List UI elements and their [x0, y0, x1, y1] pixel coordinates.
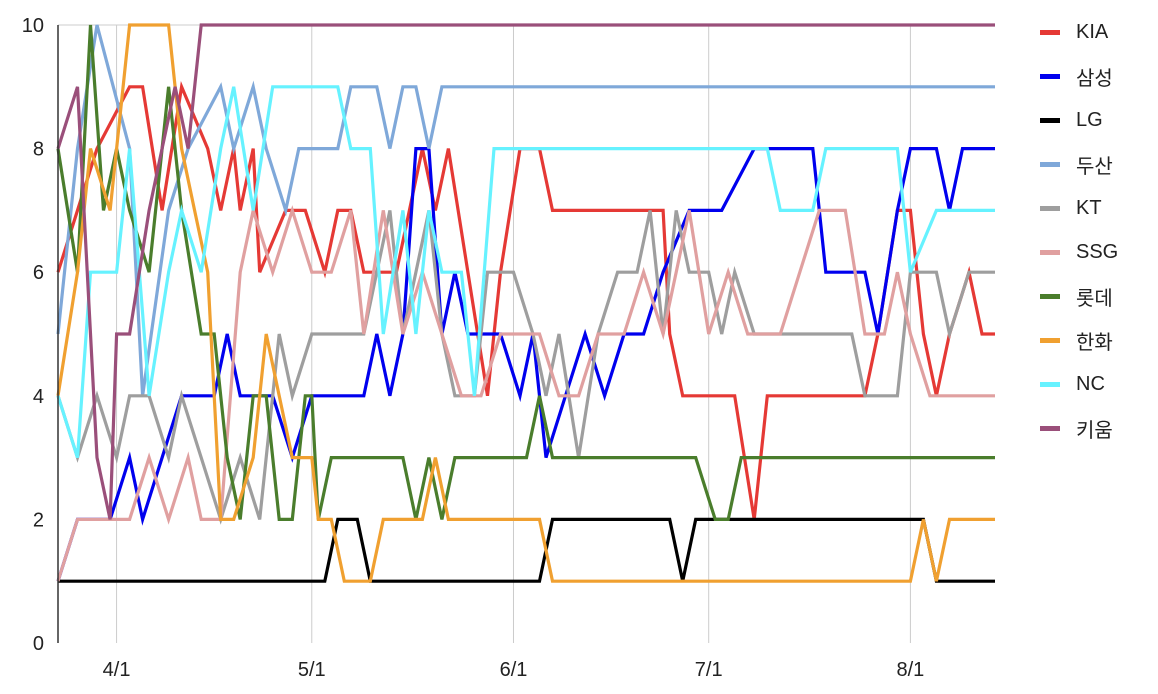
series-line-9 — [56, 23, 995, 520]
legend-label: KT — [1076, 196, 1102, 219]
legend-item: KIA — [1040, 10, 1118, 54]
series-lines — [56, 23, 995, 583]
series-line-2 — [58, 517, 995, 583]
legend-item: 두산 — [1040, 142, 1118, 186]
legend-swatch — [1040, 205, 1060, 211]
legend-swatch — [1040, 117, 1060, 123]
x-tick-label: 5/1 — [298, 659, 326, 681]
legend-item: 키움 — [1040, 406, 1118, 450]
y-tick-label: 4 — [33, 386, 44, 408]
series-line-5 — [56, 204, 995, 582]
legend-label: 삼성 — [1076, 67, 1113, 90]
legend-swatch — [1040, 73, 1060, 79]
y-tick-label: 10 — [22, 15, 44, 37]
legend-item: 삼성 — [1040, 54, 1118, 98]
y-tick-label: 6 — [33, 262, 44, 284]
y-tick-label: 0 — [33, 633, 44, 655]
legend-item: NC — [1040, 362, 1118, 406]
x-tick-label: 4/1 — [103, 659, 131, 681]
x-tick-label: 8/1 — [897, 659, 925, 681]
x-tick-label: 6/1 — [500, 659, 528, 681]
legend-item: 한화 — [1040, 318, 1118, 362]
series-line-1 — [56, 147, 995, 582]
legend-label: NC — [1076, 372, 1105, 395]
legend-label: 키움 — [1076, 419, 1113, 442]
legend-swatch — [1040, 425, 1060, 431]
series-line-7 — [56, 23, 995, 583]
legend-item: KT — [1040, 186, 1118, 230]
legend-label: LG — [1076, 108, 1103, 131]
series-line-8 — [56, 85, 995, 459]
legend-label: KIA — [1076, 20, 1109, 43]
legend-item: 롯데 — [1040, 274, 1118, 318]
y-tick-label: 8 — [33, 139, 44, 161]
legend-item: SSG — [1040, 230, 1118, 274]
legend-label: 롯데 — [1076, 287, 1113, 310]
legend-label: 두산 — [1076, 155, 1113, 178]
legend-label: SSG — [1076, 240, 1119, 263]
legend-swatch — [1040, 293, 1060, 299]
legend-swatch — [1040, 249, 1060, 255]
legend-swatch — [1040, 161, 1060, 167]
legend-swatch — [1040, 381, 1060, 387]
y-tick-label: 2 — [33, 509, 44, 531]
legend-label: 한화 — [1076, 331, 1113, 354]
axes: 4/1 5/1 6/1 7/1 8/1 0 2 4 6 8 10 — [22, 15, 925, 681]
x-tick-label: 7/1 — [695, 659, 723, 681]
legend-swatch — [1040, 337, 1060, 343]
series-line-3 — [56, 24, 995, 397]
legend-item: LG — [1040, 98, 1118, 142]
legend-swatch — [1040, 29, 1060, 35]
